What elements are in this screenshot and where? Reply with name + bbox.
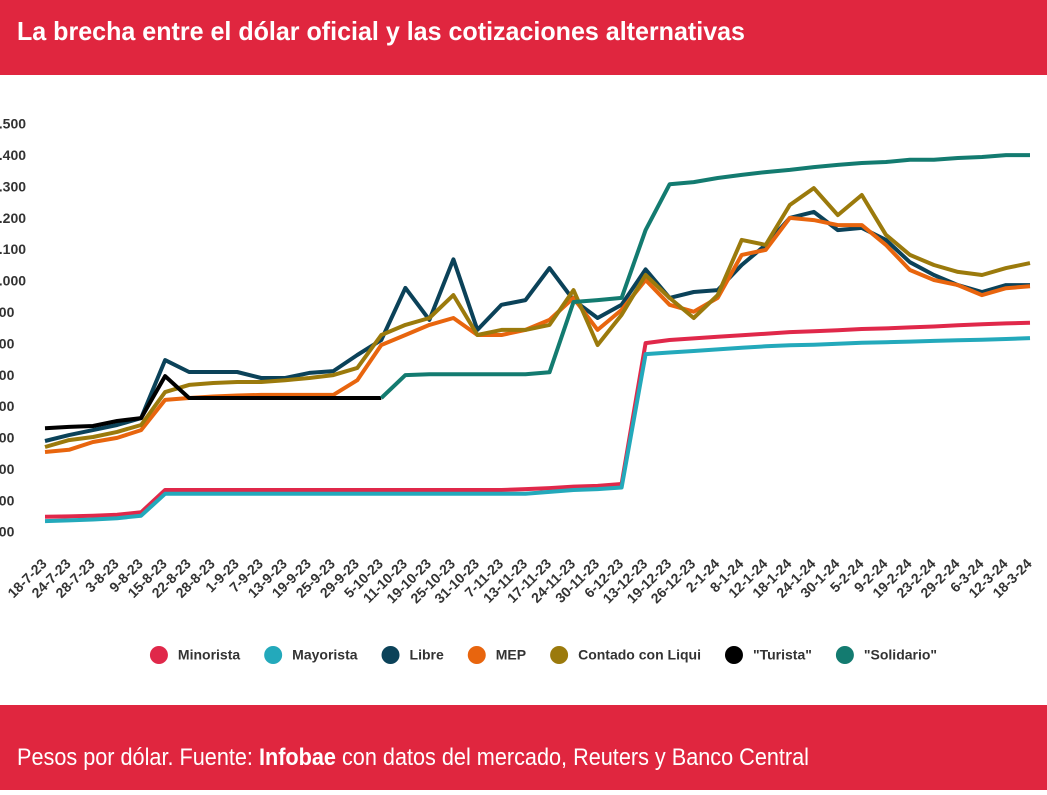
header-band [0, 0, 1047, 75]
series-line [44, 336, 1031, 524]
note-part: con datos del mercado, Reuters y Banco C… [336, 744, 809, 771]
legend-swatch [381, 646, 400, 664]
legend-label: Libre [410, 647, 444, 663]
series-line [379, 153, 1030, 400]
note-part: Infobae [259, 744, 336, 771]
note-part: Pesos por dólar. Fuente: [17, 744, 259, 771]
y-tick-label: 600 [0, 398, 15, 414]
legend-swatch [264, 646, 283, 664]
y-tick-label: 200 [0, 524, 15, 540]
y-tick-label: 1.300 [0, 178, 26, 194]
y-tick-label: 800 [0, 335, 15, 351]
y-tick-label: 1.400 [0, 147, 26, 163]
y-tick-label: 500 [0, 430, 15, 446]
y-tick-label: 300 [0, 492, 15, 508]
legend-swatch [550, 646, 569, 664]
legend-label: Minorista [178, 647, 240, 663]
series-line [44, 215, 1031, 454]
y-tick-label: 400 [0, 461, 15, 477]
footer-band [0, 705, 1047, 790]
legend-label: "Solidario" [864, 647, 937, 663]
y-tick-label: 700 [0, 367, 15, 383]
y-tick-label: 1.500 [0, 116, 26, 132]
legend-label: Mayorista [292, 647, 358, 663]
legend-swatch [835, 646, 854, 664]
legend-swatch [724, 646, 743, 664]
y-tick-label: 1.100 [0, 241, 26, 257]
y-tick-label: 900 [0, 304, 15, 320]
legend-label: "Turista" [753, 647, 812, 663]
series-line [44, 320, 1031, 519]
y-tick-label: 1.000 [0, 273, 26, 289]
y-tick-label: 1.200 [0, 210, 26, 226]
series-line [44, 186, 1031, 449]
legend-swatch [467, 646, 486, 664]
legend-swatch [149, 646, 168, 664]
footer-note: Pesos por dólar. Fuente: Infobae con dat… [17, 744, 809, 771]
legend-label: Contado con Liqui [578, 647, 701, 663]
series-line [44, 374, 382, 431]
legend-label: MEP [496, 647, 526, 663]
chart-title: La brecha entre el dólar oficial y las c… [17, 16, 745, 46]
